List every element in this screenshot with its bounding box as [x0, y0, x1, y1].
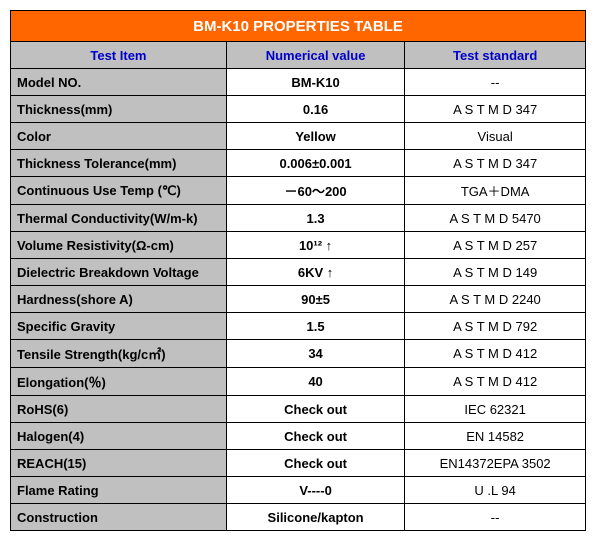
- header-std: Test standard: [405, 42, 586, 69]
- table-row: Thickness(mm)0.16A S T M D 347: [11, 96, 586, 123]
- table-row: ConstructionSilicone/kapton--: [11, 504, 586, 531]
- cell-value: 10¹² ↑: [226, 232, 404, 259]
- cell-std: A S T M D 347: [405, 150, 586, 177]
- cell-value: 1.3: [226, 205, 404, 232]
- cell-value: V----0: [226, 477, 404, 504]
- table-row: Elongation(％)40A S T M D 412: [11, 368, 586, 396]
- cell-value: 90±5: [226, 286, 404, 313]
- cell-std: EN14372EPA 3502: [405, 450, 586, 477]
- table-row: Hardness(shore A)90±5A S T M D 2240: [11, 286, 586, 313]
- table-row: Model NO.BM-K10--: [11, 69, 586, 96]
- cell-value: Check out: [226, 396, 404, 423]
- cell-item: Flame Rating: [11, 477, 227, 504]
- cell-std: A S T M D 412: [405, 340, 586, 368]
- cell-item: Color: [11, 123, 227, 150]
- cell-value: 40: [226, 368, 404, 396]
- table-row: REACH(15)Check outEN14372EPA 3502: [11, 450, 586, 477]
- cell-std: Visual: [405, 123, 586, 150]
- cell-std: A S T M D 792: [405, 313, 586, 340]
- table-row: Thickness Tolerance(mm)0.006±0.001A S T …: [11, 150, 586, 177]
- cell-std: U .L 94: [405, 477, 586, 504]
- table-row: Flame RatingV----0U .L 94: [11, 477, 586, 504]
- cell-value: Yellow: [226, 123, 404, 150]
- header-row: Test Item Numerical value Test standard: [11, 42, 586, 69]
- cell-item: Halogen(4): [11, 423, 227, 450]
- cell-value: 34: [226, 340, 404, 368]
- cell-value: Silicone/kapton: [226, 504, 404, 531]
- properties-table: BM-K10 PROPERTIES TABLE Test Item Numeri…: [10, 10, 586, 531]
- cell-std: IEC 62321: [405, 396, 586, 423]
- cell-value: 0.006±0.001: [226, 150, 404, 177]
- cell-value: 6KV ↑: [226, 259, 404, 286]
- cell-item: REACH(15): [11, 450, 227, 477]
- cell-item: Hardness(shore A): [11, 286, 227, 313]
- table-row: Thermal Conductivity(W/m-k)1.3A S T M D …: [11, 205, 586, 232]
- cell-item: RoHS(6): [11, 396, 227, 423]
- table-row: ColorYellowVisual: [11, 123, 586, 150]
- cell-item: Continuous Use Temp (℃): [11, 177, 227, 205]
- cell-value: －60～200: [226, 177, 404, 205]
- table-row: Volume Resistivity(Ω-cm)10¹² ↑A S T M D …: [11, 232, 586, 259]
- cell-item: Thermal Conductivity(W/m-k): [11, 205, 227, 232]
- cell-std: --: [405, 69, 586, 96]
- cell-std: A S T M D 412: [405, 368, 586, 396]
- cell-item: Thickness(mm): [11, 96, 227, 123]
- cell-value: Check out: [226, 423, 404, 450]
- table-row: Halogen(4)Check outEN 14582: [11, 423, 586, 450]
- table-row: Continuous Use Temp (℃)－60～200TGA＋DMA: [11, 177, 586, 205]
- cell-value: 1.5: [226, 313, 404, 340]
- cell-std: A S T M D 149: [405, 259, 586, 286]
- cell-item: Specific Gravity: [11, 313, 227, 340]
- cell-std: A S T M D 5470: [405, 205, 586, 232]
- cell-item: Thickness Tolerance(mm): [11, 150, 227, 177]
- cell-std: EN 14582: [405, 423, 586, 450]
- table-row: Specific Gravity1.5A S T M D 792: [11, 313, 586, 340]
- cell-value: 0.16: [226, 96, 404, 123]
- cell-item: Dielectric Breakdown Voltage: [11, 259, 227, 286]
- cell-value: Check out: [226, 450, 404, 477]
- title-row: BM-K10 PROPERTIES TABLE: [11, 11, 586, 42]
- cell-item: Model NO.: [11, 69, 227, 96]
- header-value: Numerical value: [226, 42, 404, 69]
- cell-item: Volume Resistivity(Ω-cm): [11, 232, 227, 259]
- table-row: Tensile Strength(kg/c㎡)34A S T M D 412: [11, 340, 586, 368]
- cell-value: BM-K10: [226, 69, 404, 96]
- table-row: RoHS(6)Check outIEC 62321: [11, 396, 586, 423]
- cell-std: A S T M D 2240: [405, 286, 586, 313]
- cell-item: Tensile Strength(kg/c㎡): [11, 340, 227, 368]
- cell-item: Construction: [11, 504, 227, 531]
- table-row: Dielectric Breakdown Voltage6KV ↑A S T M…: [11, 259, 586, 286]
- table-title: BM-K10 PROPERTIES TABLE: [11, 11, 586, 42]
- cell-std: A S T M D 347: [405, 96, 586, 123]
- cell-std: --: [405, 504, 586, 531]
- cell-std: TGA＋DMA: [405, 177, 586, 205]
- cell-std: A S T M D 257: [405, 232, 586, 259]
- cell-item: Elongation(％): [11, 368, 227, 396]
- header-item: Test Item: [11, 42, 227, 69]
